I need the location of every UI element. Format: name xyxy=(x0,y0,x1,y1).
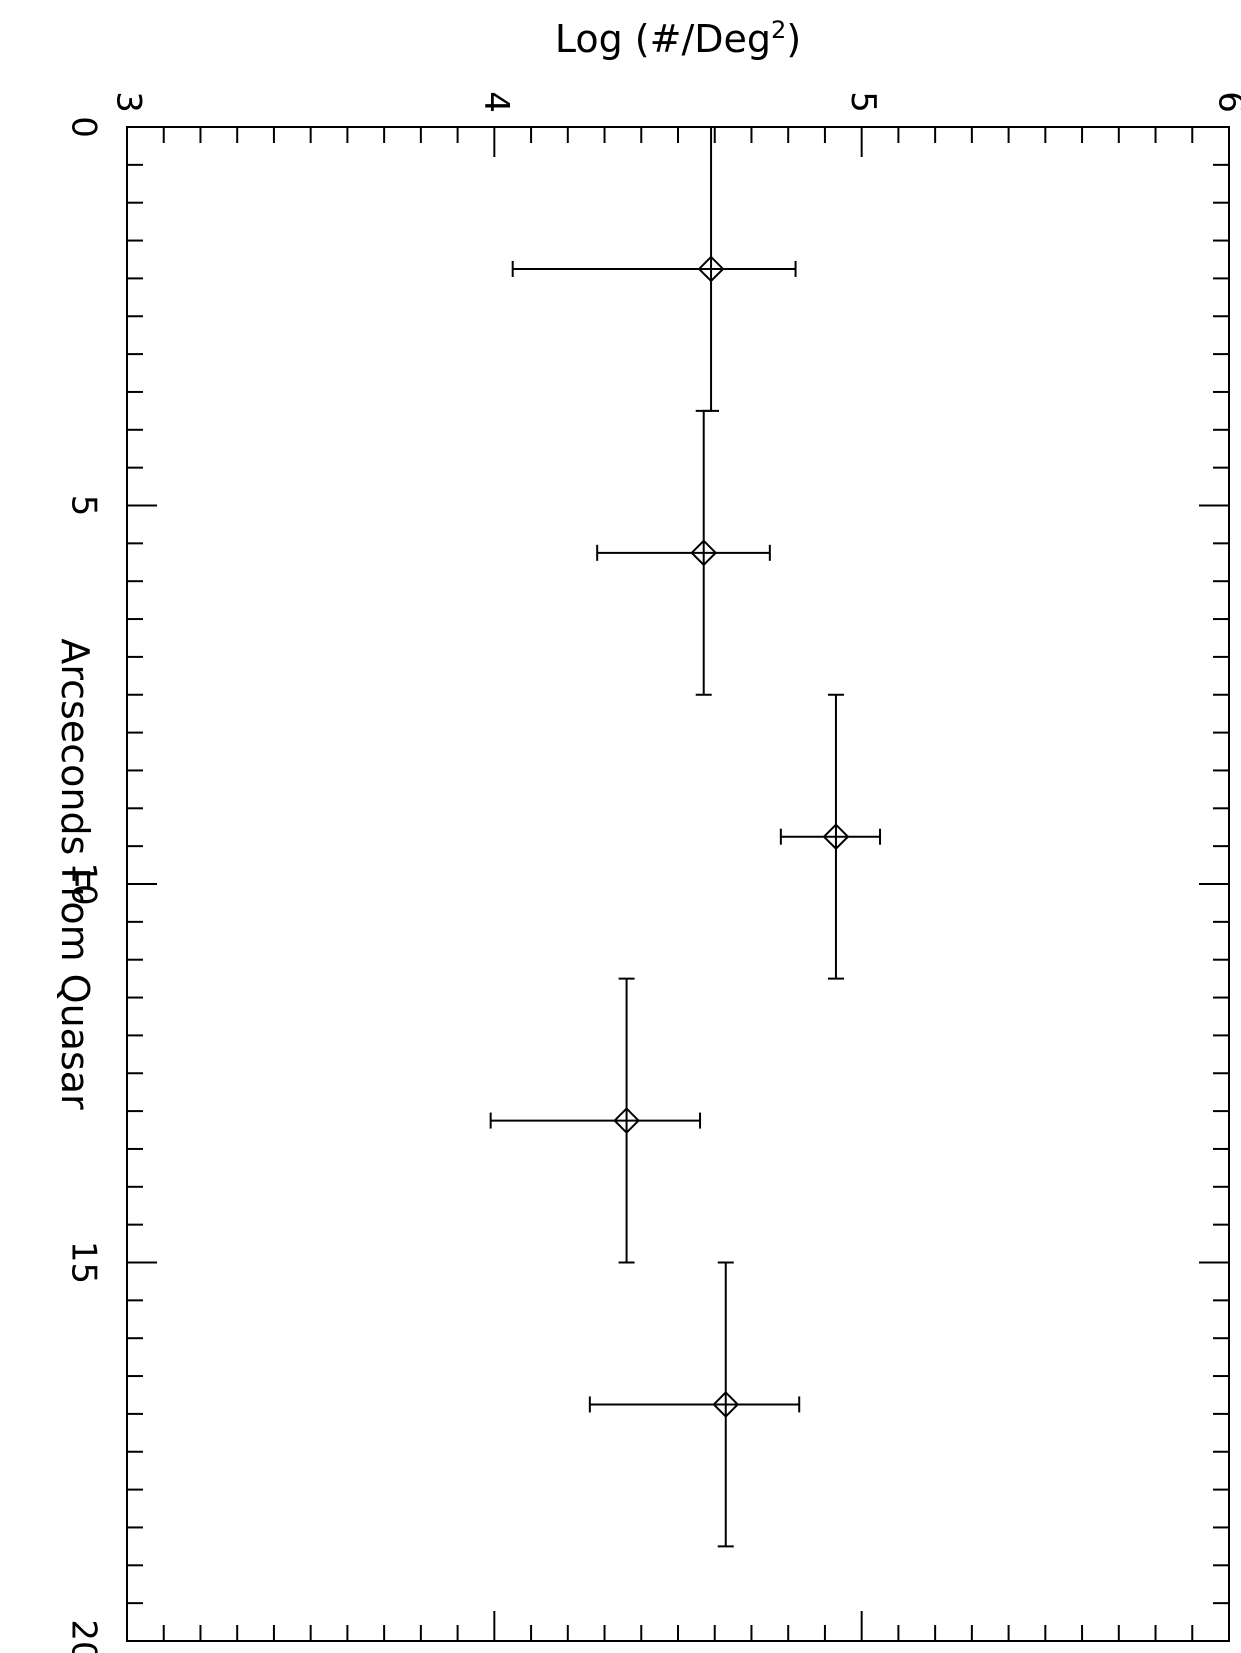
y-tick-label: 4 xyxy=(476,91,516,113)
diamond-marker xyxy=(613,1107,640,1134)
diamond-marker xyxy=(690,539,718,567)
y-tick-label: 3 xyxy=(109,91,149,113)
diamond-marker xyxy=(697,255,725,283)
y-tick-label: 6 xyxy=(1211,91,1241,113)
data-marks xyxy=(489,126,882,1548)
data-point xyxy=(596,409,771,696)
data-point xyxy=(779,693,882,980)
x-tick-label: 15 xyxy=(64,1241,104,1284)
y-tick-label: 5 xyxy=(843,91,883,113)
diamond-marker xyxy=(712,1391,740,1418)
data-point xyxy=(489,977,702,1264)
x-axis-title: Arcseconds From Quasar xyxy=(53,638,97,1110)
y-axis-title: Log (#/Deg2) xyxy=(555,16,801,61)
x-tick-label: 0 xyxy=(64,116,104,138)
data-point xyxy=(588,1261,801,1548)
x-tick-label: 5 xyxy=(64,495,104,517)
x-tick-label: 20 xyxy=(64,1619,104,1653)
data-point xyxy=(511,126,797,412)
axis-tick-labels: 0 5 10 15 20 3 4 5 6 xyxy=(64,91,1241,1653)
axis-ticks xyxy=(126,126,1230,1642)
diamond-marker xyxy=(822,823,850,851)
x-tick-label: 10 xyxy=(64,862,104,905)
plot-frame xyxy=(126,126,1230,1642)
